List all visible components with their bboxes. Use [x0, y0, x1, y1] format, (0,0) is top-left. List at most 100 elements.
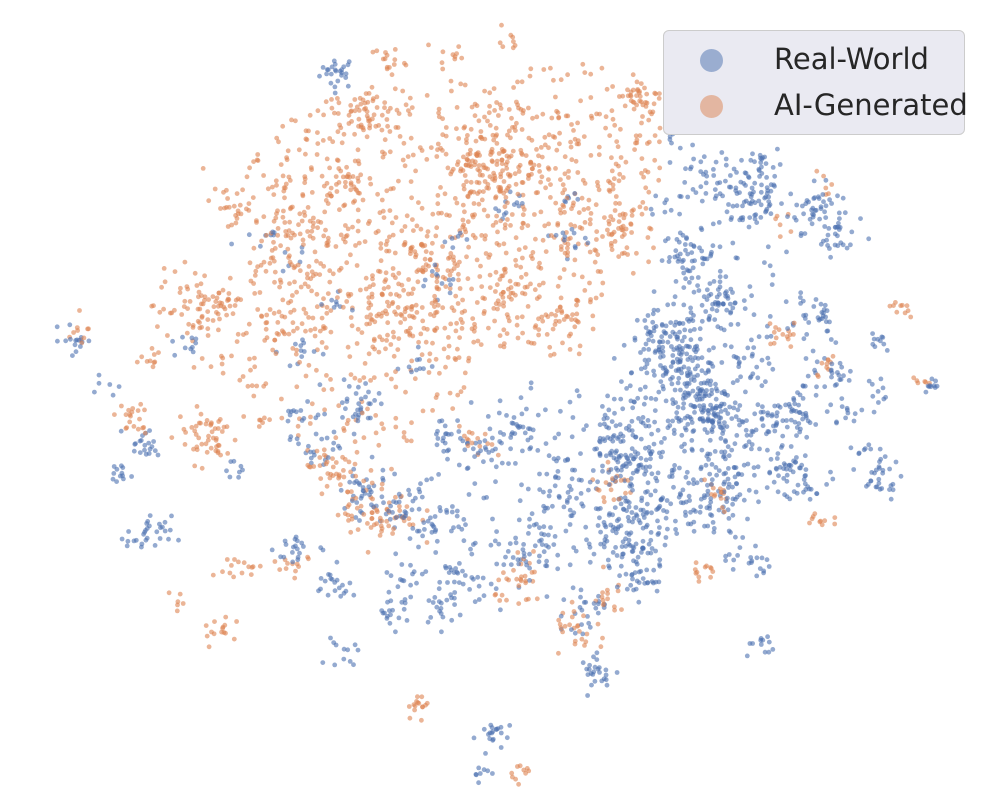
point-real-world: [731, 557, 737, 563]
point-real-world: [695, 356, 701, 361]
point-real-world: [683, 427, 689, 433]
point-ai-generated: [569, 317, 574, 322]
point-real-world: [874, 484, 880, 490]
point-real-world: [598, 529, 603, 535]
point-ai-generated: [444, 212, 449, 218]
point-real-world: [653, 548, 658, 554]
point-ai-generated: [656, 177, 662, 183]
point-real-world: [727, 301, 733, 307]
point-real-world: [110, 476, 116, 482]
point-real-world: [758, 202, 764, 208]
point-real-world: [527, 446, 533, 452]
point-real-world: [699, 368, 705, 374]
point-ai-generated: [479, 136, 485, 142]
point-ai-generated: [219, 361, 225, 367]
point-real-world: [824, 409, 830, 414]
point-real-world: [511, 415, 517, 420]
point-real-world: [591, 601, 597, 606]
point-real-world: [822, 224, 828, 229]
point-ai-generated: [518, 147, 524, 153]
point-ai-generated: [455, 159, 461, 165]
point-ai-generated: [267, 260, 273, 266]
point-ai-generated: [569, 599, 575, 605]
point-ai-generated: [639, 211, 645, 217]
point-real-world: [752, 216, 758, 222]
point-ai-generated: [414, 310, 420, 315]
point-ai-generated: [538, 265, 544, 271]
point-real-world: [651, 368, 656, 374]
point-real-world: [509, 431, 514, 437]
point-real-world: [614, 670, 620, 675]
point-real-world: [823, 319, 829, 325]
point-real-world: [678, 492, 684, 498]
point-real-world: [705, 360, 711, 366]
point-ai-generated: [131, 424, 137, 429]
point-ai-generated: [290, 320, 296, 326]
point-real-world: [834, 420, 839, 426]
point-real-world: [626, 504, 632, 510]
point-ai-generated: [603, 125, 608, 131]
point-ai-generated: [609, 155, 614, 161]
point-ai-generated: [512, 124, 518, 130]
point-ai-generated: [571, 609, 577, 614]
point-real-world: [525, 486, 531, 492]
point-ai-generated: [717, 486, 723, 492]
point-real-world: [754, 220, 760, 226]
point-ai-generated: [485, 182, 491, 187]
point-ai-generated: [464, 137, 469, 142]
point-real-world: [770, 165, 776, 170]
point-ai-generated: [248, 572, 254, 577]
point-real-world: [444, 507, 449, 513]
point-real-world: [499, 460, 505, 466]
point-real-world: [356, 384, 361, 390]
point-ai-generated: [419, 205, 425, 211]
point-real-world: [824, 482, 829, 487]
point-ai-generated: [528, 281, 533, 287]
point-ai-generated: [647, 109, 653, 115]
point-real-world: [768, 333, 774, 339]
point-real-world: [649, 579, 655, 584]
point-ai-generated: [579, 195, 585, 201]
point-real-world: [747, 641, 753, 646]
point-real-world: [816, 196, 822, 201]
point-ai-generated: [257, 417, 262, 423]
point-real-world: [421, 283, 426, 289]
point-real-world: [603, 524, 609, 530]
point-ai-generated: [227, 570, 233, 576]
point-real-world: [753, 543, 758, 549]
point-ai-generated: [633, 133, 639, 139]
point-real-world: [313, 415, 319, 421]
point-ai-generated: [397, 134, 403, 139]
point-real-world: [111, 471, 117, 476]
point-ai-generated: [400, 88, 406, 94]
point-real-world: [456, 462, 462, 468]
point-real-world: [730, 512, 736, 518]
point-real-world: [699, 318, 705, 324]
point-real-world: [343, 75, 349, 80]
point-ai-generated: [466, 244, 471, 250]
point-real-world: [385, 613, 390, 619]
point-real-world: [762, 260, 767, 265]
point-ai-generated: [457, 423, 462, 429]
point-ai-generated: [156, 350, 161, 355]
point-ai-generated: [240, 374, 246, 379]
point-real-world: [590, 468, 596, 473]
point-real-world: [629, 446, 635, 452]
point-real-world: [642, 357, 648, 363]
point-real-world: [434, 442, 440, 448]
point-ai-generated: [354, 449, 360, 455]
point-real-world: [624, 530, 630, 536]
point-real-world: [836, 210, 842, 216]
point-real-world: [702, 427, 708, 432]
point-real-world: [848, 445, 854, 451]
point-real-world: [765, 634, 770, 640]
point-real-world: [610, 438, 616, 444]
point-real-world: [341, 64, 347, 70]
point-ai-generated: [307, 421, 313, 426]
point-real-world: [752, 411, 758, 417]
point-ai-generated: [359, 330, 365, 335]
point-ai-generated: [224, 312, 230, 318]
point-ai-generated: [718, 490, 724, 495]
point-real-world: [650, 338, 656, 344]
point-real-world: [764, 175, 769, 180]
